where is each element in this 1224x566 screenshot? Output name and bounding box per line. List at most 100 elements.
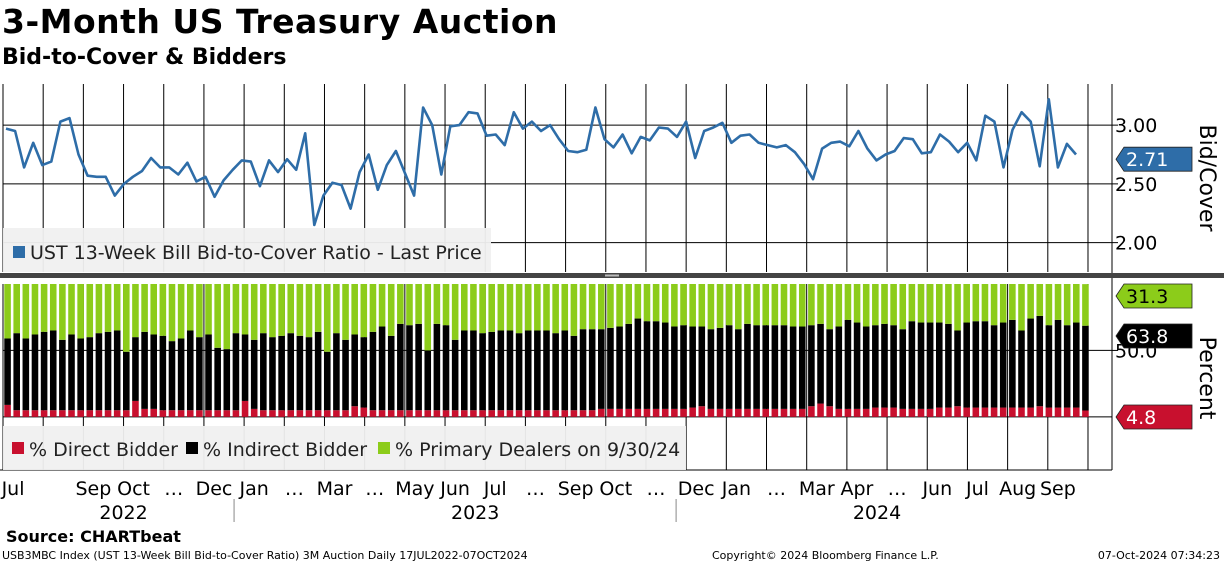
bar-indirect-bidder [963, 322, 970, 408]
bar-indirect-bidder [342, 339, 349, 411]
bar-indirect-bidder [689, 326, 696, 408]
y-axis-title-percent: Percent [1194, 337, 1219, 420]
bar-direct-bidder [789, 408, 797, 417]
bar-indirect-bidder [1027, 318, 1034, 408]
bar-indirect-bidder [515, 333, 523, 411]
bar-direct-bidder [716, 408, 724, 417]
bar-primary-dealers [634, 284, 642, 319]
bar-primary-dealers [798, 284, 806, 327]
bar-direct-bidder [177, 410, 185, 417]
bar-indirect-bidder [333, 333, 340, 411]
x-tick-label-month: Jul [1, 478, 25, 500]
bar-direct-bidder [241, 400, 249, 417]
bar-primary-dealers [872, 284, 879, 326]
bar-primary-dealers [49, 284, 57, 331]
x-tick-label-month: … [767, 478, 786, 500]
bar-primary-dealers [95, 284, 103, 334]
bar-indirect-bidder [433, 323, 441, 411]
bar-indirect-bidder [132, 337, 139, 401]
bar-direct-bidder [451, 410, 459, 417]
bar-primary-dealers [1082, 284, 1089, 326]
x-tick-label-month: … [164, 478, 183, 500]
bar-primary-dealers [196, 284, 203, 338]
bar-direct-bidder [643, 408, 651, 417]
bar-direct-bidder [506, 410, 514, 417]
last-value-direct-text: 4.8 [1126, 407, 1156, 429]
bar-primary-dealers [232, 284, 240, 334]
bar-primary-dealers [387, 284, 395, 336]
bar-indirect-bidder [735, 329, 742, 409]
bar-primary-dealers [451, 284, 459, 340]
bar-direct-bidder [123, 410, 130, 417]
bar-indirect-bidder [990, 325, 998, 408]
bar-primary-dealers [369, 284, 377, 332]
bar-primary-dealers [780, 284, 788, 326]
x-tick-label-month: Mar [317, 478, 353, 500]
bar-indirect-bidder [780, 325, 788, 409]
bar-indirect-bidder [561, 330, 569, 411]
x-tick-label-year: 2022 [99, 502, 147, 524]
bar-primary-dealers [524, 284, 532, 331]
x-tick-label-month: … [365, 478, 384, 500]
bar-primary-dealers [698, 284, 706, 327]
bar-direct-bidder [333, 410, 340, 417]
bar-primary-dealers [808, 284, 815, 326]
bar-indirect-bidder [853, 322, 861, 409]
bar-indirect-bidder [387, 335, 395, 411]
bar-indirect-bidder [278, 335, 285, 411]
bar-direct-bidder [735, 408, 742, 417]
bar-direct-bidder [250, 408, 258, 417]
bar-indirect-bidder [205, 334, 212, 411]
bar-indirect-bidder [753, 325, 760, 409]
bar-direct-bidder [59, 410, 66, 417]
bar-primary-dealers [40, 284, 48, 332]
bar-primary-dealers [561, 284, 569, 331]
bar-indirect-bidder [789, 326, 797, 409]
legend-label-1: % Indirect Bidder [203, 439, 367, 461]
bar-primary-dealers [415, 284, 422, 324]
bar-primary-dealers [250, 284, 258, 340]
bar-primary-dealers [853, 284, 861, 323]
bar-primary-dealers [890, 284, 897, 326]
y-tick-label: 2.00 [1115, 233, 1157, 255]
bar-primary-dealers [1045, 284, 1053, 326]
bar-primary-dealers [935, 284, 943, 323]
bar-primary-dealers [506, 284, 514, 331]
bar-indirect-bidder [123, 351, 130, 411]
bar-indirect-bidder [1073, 322, 1080, 408]
last-value-direct: 4.8 [1115, 404, 1193, 430]
legend-bars-bg [3, 426, 686, 470]
bar-primary-dealers [753, 284, 760, 326]
bar-indirect-bidder [954, 330, 961, 407]
bar-indirect-bidder [95, 333, 103, 411]
x-tick-label-month: Jul [483, 478, 507, 500]
panel-divider-grip[interactable] [605, 274, 619, 277]
bar-direct-bidder [543, 410, 550, 417]
bar-primary-dealers [123, 284, 130, 352]
bar-indirect-bidder [634, 318, 642, 409]
legend-label-2: % Primary Dealers on 9/30/24 [395, 439, 680, 461]
bar-indirect-bidder [808, 325, 815, 407]
bar-direct-bidder [40, 410, 48, 417]
bar-primary-dealers [86, 284, 94, 338]
bar-direct-bidder [314, 410, 322, 417]
bar-indirect-bidder [196, 337, 203, 411]
legend-swatch-0 [12, 442, 24, 454]
bar-direct-bidder [159, 410, 167, 417]
bar-direct-bidder [744, 408, 751, 417]
bar-indirect-bidder [570, 335, 578, 411]
bar-primary-dealers [141, 284, 148, 332]
bar-direct-bidder [1036, 406, 1044, 417]
bar-direct-bidder [387, 410, 395, 417]
bar-primary-dealers [269, 284, 276, 338]
bar-direct-bidder [552, 410, 559, 417]
bar-direct-bidder [415, 410, 422, 417]
x-tick-label-month: Dec [678, 478, 715, 500]
bar-primary-dealers [552, 284, 559, 334]
bar-direct-bidder [990, 407, 998, 417]
bar-primary-dealers [287, 284, 295, 334]
x-tick-label-year: 2023 [451, 502, 499, 524]
bar-primary-dealers [104, 284, 112, 332]
bar-direct-bidder [1082, 410, 1089, 417]
bar-primary-dealers [908, 284, 916, 322]
